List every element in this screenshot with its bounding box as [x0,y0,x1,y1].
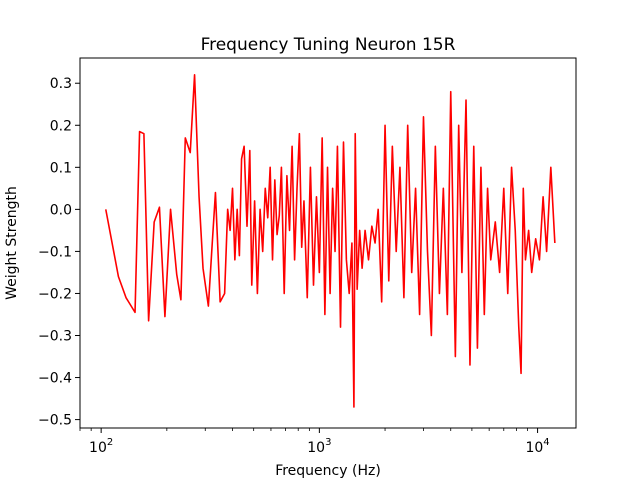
x-axis-ticks: 102 103 104 [79,428,550,456]
y-axis-label: Weight Strength [4,186,20,300]
y-tick-label: −0.3 [38,329,72,345]
chart-title: Frequency Tuning Neuron 15R [201,35,456,55]
x-axis-label: Frequency (Hz) [275,463,381,479]
y-tick-label: 0.2 [50,118,72,134]
y-tick-label: −0.1 [38,244,72,260]
y-tick-label: 0.0 [50,202,72,218]
series-line [104,74,556,408]
y-tick-label: −0.5 [38,413,72,429]
y-axis-ticks: −0.5 −0.4 −0.3 −0.2 −0.1 0.0 0.1 0.2 0.3 [38,76,80,429]
x-tick-label: 102 [89,437,113,456]
plot-area [104,74,556,408]
plot-frame [79,57,577,429]
y-tick-label: −0.4 [38,371,72,387]
y-tick-label: 0.1 [50,160,72,176]
y-tick-label: −0.2 [38,286,72,302]
x-tick-label: 103 [307,437,331,456]
x-tick-label: 104 [525,437,549,456]
y-tick-label: 0.3 [50,76,72,92]
